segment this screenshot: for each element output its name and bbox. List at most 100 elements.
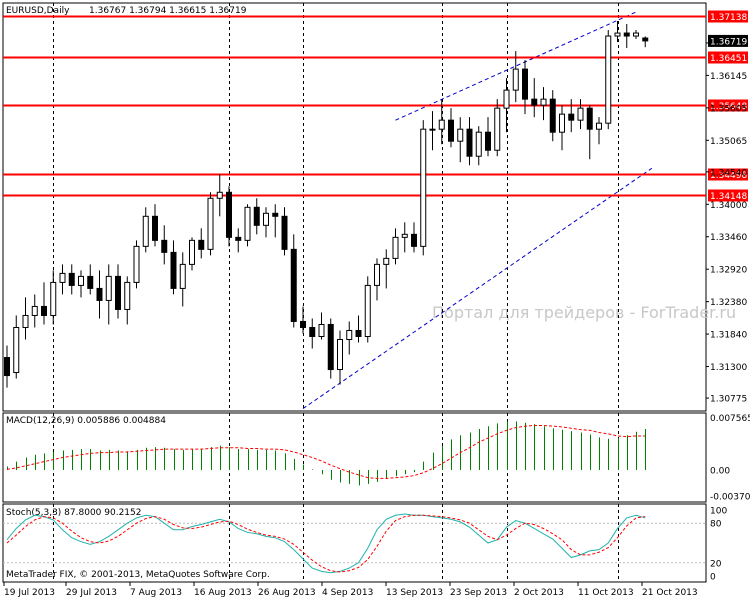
candle-bullish bbox=[50, 281, 57, 316]
current-price-label: 1.36719 bbox=[710, 37, 747, 47]
channel-lines[interactable] bbox=[302, 11, 653, 410]
stoch-tick-label: 20 bbox=[710, 559, 722, 569]
candle-bearish bbox=[161, 239, 168, 253]
chart-symbol-label: EURUSD,Daily bbox=[6, 6, 70, 16]
price-tick-label: 1.32380 bbox=[710, 298, 747, 308]
stoch-signal-line bbox=[6, 514, 646, 573]
stoch-tick-label: 0 bbox=[710, 573, 716, 583]
price-tick-label: 1.34540 bbox=[710, 168, 747, 178]
price-tick-label: 1.32920 bbox=[710, 266, 747, 276]
candle-bullish bbox=[216, 191, 223, 199]
candle-bullish bbox=[142, 215, 149, 247]
time-tick-label: 2 Oct 2013 bbox=[514, 588, 564, 598]
price-tick-label: 1.36145 bbox=[710, 72, 747, 82]
candle-bearish bbox=[152, 215, 158, 241]
candle-bullish bbox=[59, 272, 66, 283]
candle-bullish bbox=[124, 281, 131, 310]
stoch-pane-frame bbox=[2, 503, 707, 583]
candle-bearish bbox=[485, 131, 491, 151]
candle-bearish bbox=[355, 329, 362, 337]
candle-bearish bbox=[198, 239, 205, 250]
price-tick-label: 1.33460 bbox=[710, 233, 747, 243]
candle-bearish bbox=[549, 98, 556, 133]
candle-bullish bbox=[559, 113, 565, 133]
candle-bearish bbox=[96, 287, 103, 301]
candle-bullish bbox=[392, 236, 399, 259]
candle-bearish bbox=[642, 37, 649, 42]
candle-bullish bbox=[189, 239, 195, 265]
time-tick-label: 21 Oct 2013 bbox=[642, 588, 698, 598]
time-tick-label: 16 Aug 2013 bbox=[194, 588, 252, 598]
candle-bullish bbox=[346, 329, 353, 340]
candle-bearish bbox=[586, 107, 593, 130]
chart-ohlc-label: 1.36767 1.36794 1.36615 1.36719 bbox=[89, 6, 247, 16]
candle-bearish bbox=[568, 113, 575, 121]
candle-bullish bbox=[78, 275, 84, 286]
stoch-tick-label: 100 bbox=[710, 507, 727, 517]
candle-bearish bbox=[300, 320, 306, 328]
candle-bullish bbox=[503, 89, 510, 109]
channel-line[interactable] bbox=[395, 11, 637, 121]
macd-tick-label: 0.007565 bbox=[710, 414, 750, 424]
candle-bearish bbox=[531, 98, 538, 106]
time-tick-label: 26 Aug 2013 bbox=[258, 588, 316, 598]
stoch-main-line bbox=[6, 513, 646, 574]
candle-bullish bbox=[179, 263, 186, 289]
price-tick-label: 1.35605 bbox=[710, 104, 747, 114]
candle-bullish bbox=[364, 284, 371, 337]
price-tick-label: 1.31840 bbox=[710, 331, 747, 341]
candle-bullish bbox=[512, 68, 519, 91]
candle-bullish bbox=[318, 323, 325, 337]
candle-bullish bbox=[401, 233, 408, 238]
level-price-label: 1.37138 bbox=[710, 13, 747, 23]
time-axis: 19 Jul 2013 29 Jul 2013 7 Aug 2013 16 Aug 2… bbox=[3, 582, 698, 598]
candle-bullish bbox=[374, 263, 380, 286]
level-price-label: 1.34148 bbox=[710, 192, 747, 202]
pane-frames bbox=[2, 2, 707, 583]
candle-bearish bbox=[115, 275, 121, 310]
horizontal-levels[interactable]: 1.37138 1.36451 1.35648 1.34498 1.34148 bbox=[3, 10, 748, 203]
macd-tick-label: 0.00 bbox=[710, 467, 730, 477]
price-tick-label: 1.30775 bbox=[710, 395, 747, 405]
time-tick-label: 4 Sep 2013 bbox=[322, 588, 373, 598]
candle-bearish bbox=[623, 32, 630, 37]
candle-bearish bbox=[411, 233, 417, 247]
candle-bearish bbox=[327, 323, 334, 371]
macd-pane[interactable]: MACD(12,26,9) 0.005886 0.004884 0.007565… bbox=[6, 414, 750, 502]
candle-bullish bbox=[383, 257, 390, 265]
price-tick-label: 1.31300 bbox=[710, 363, 747, 373]
candle-bullish bbox=[13, 326, 20, 374]
level-price-tag bbox=[708, 189, 748, 202]
candle-bullish bbox=[475, 131, 482, 157]
candle-bullish bbox=[438, 119, 445, 130]
macd-tick-label: -0.003704 bbox=[710, 492, 750, 502]
time-tick-label: 13 Sep 2013 bbox=[386, 588, 443, 598]
time-tick-label: 29 Jul 2013 bbox=[66, 588, 117, 598]
price-pane[interactable]: Портал для трейдеров - ForTrader.ru 1.37… bbox=[3, 3, 748, 582]
stoch-pane[interactable]: Stoch(5,3,3) 87.8000 90.2152 MetaTrader … bbox=[3, 507, 727, 583]
candle-bullish bbox=[207, 197, 214, 250]
candle-bullish bbox=[540, 98, 547, 106]
level-price-tag bbox=[708, 168, 748, 181]
level-price-tag bbox=[708, 51, 748, 64]
candle-bullish bbox=[614, 32, 621, 37]
candle-bullish bbox=[457, 128, 464, 142]
candle-bullish bbox=[263, 212, 269, 226]
candle-bearish bbox=[68, 272, 75, 286]
watermark-text: Портал для трейдеров - ForTrader.ru bbox=[432, 303, 736, 322]
candle-bearish bbox=[226, 191, 232, 238]
time-tick-label: 11 Oct 2013 bbox=[578, 588, 634, 598]
candle-bearish bbox=[448, 119, 454, 142]
channel-line[interactable] bbox=[302, 167, 653, 410]
candle-bearish bbox=[290, 248, 297, 322]
candle-bullish bbox=[429, 128, 436, 131]
level-price-label: 1.36451 bbox=[710, 54, 747, 64]
candle-bullish bbox=[22, 314, 29, 328]
candles bbox=[4, 21, 649, 388]
stoch-tick-label: 80 bbox=[710, 520, 722, 530]
current-price-tag bbox=[708, 34, 748, 47]
candle-bearish bbox=[272, 212, 279, 217]
stoch-label: Stoch(5,3,3) 87.8000 90.2152 bbox=[6, 508, 141, 518]
